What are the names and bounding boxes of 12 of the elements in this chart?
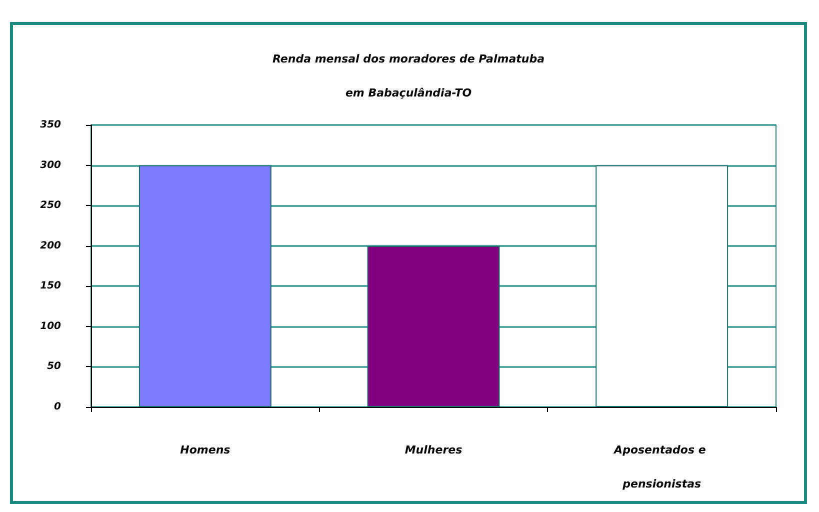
y-tick-label: 200 <box>40 240 62 252</box>
chart-title: Renda mensal dos moradores de Palmatuba em Babaçulândia-TO <box>272 52 545 100</box>
x-tick-label: Homens <box>180 444 231 456</box>
y-tick-label: 150 <box>40 280 62 292</box>
y-tick-label: 300 <box>40 160 62 171</box>
x-tick-label: Mulheres <box>404 444 463 456</box>
y-tick-label: 350 <box>40 120 62 130</box>
y-tick-label: 100 <box>40 320 62 332</box>
category-label: Aposentados e pensionistas <box>614 444 706 490</box>
y-tick-label: 50 <box>47 361 62 372</box>
y-tick-label: 250 <box>40 200 62 212</box>
y-tick-label: 0 <box>54 402 62 412</box>
